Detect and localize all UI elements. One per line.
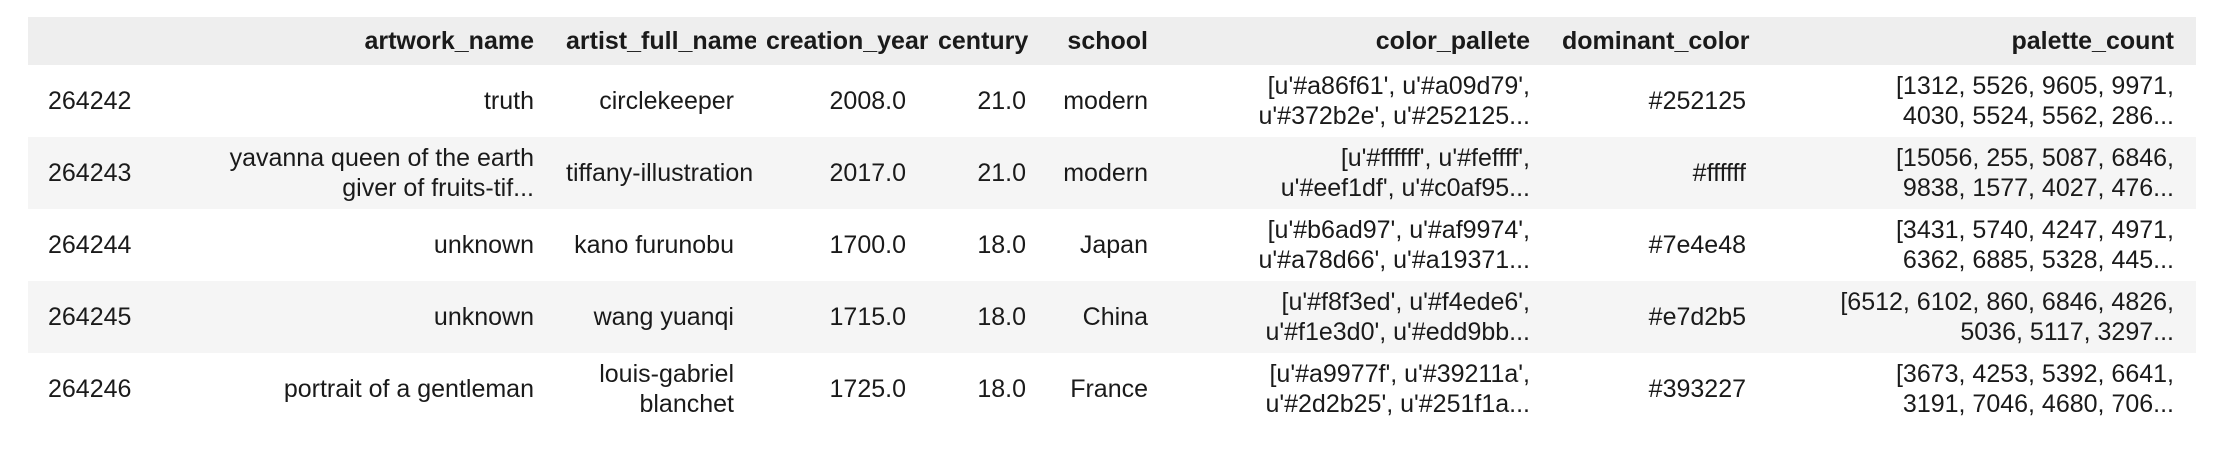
table-row: 264245 unknown wang yuanqi 1715.0 18.0 C…: [28, 281, 2196, 353]
table-row: 264243 yavanna queen of the earth giver o…: [28, 137, 2196, 209]
header-row: artwork_name artist_full_name creation_y…: [28, 17, 2196, 65]
cell-color-pallete: [u'#f8f3ed', u'#f4ede6', u'#f1e3d0', u'#e…: [1265, 288, 1530, 346]
column-header-color-pallete: color_pallete: [1375, 26, 1530, 55]
cell-artist-full-name: tiffany-illustration: [566, 159, 754, 187]
cell-artist-full-name: kano furunobu: [574, 231, 734, 259]
row-index: 264245: [48, 303, 132, 331]
cell-palette-count: [6512, 6102, 860, 6846, 4826, 5036, 5117,…: [1840, 288, 2174, 346]
cell-color-pallete: [u'#b6ad97', u'#af9974', u'#a78d66', u'#a…: [1258, 216, 1530, 274]
table-row: 264242 truth circlekeeper 2008.0 21.0 mo…: [28, 65, 2196, 137]
cell-color-pallete: [u'#a9977f', u'#39211a', u'#2d2b25', u'#2…: [1265, 360, 1530, 418]
cell-creation-year: 1725.0: [829, 375, 906, 403]
column-header-dominant-color: dominant_color: [1562, 26, 1750, 55]
cell-palette-count: [1312, 5526, 9605, 9971, 4030, 5524, 5562…: [1895, 72, 2174, 130]
cell-artist-full-name: wang yuanqi: [593, 303, 734, 331]
column-header-creation-year: creation_year: [766, 26, 928, 55]
cell-artist-full-name: circlekeeper: [599, 87, 734, 115]
cell-dominant-color: #252125: [1648, 87, 1746, 115]
row-index: 264242: [48, 87, 132, 115]
cell-century: 18.0: [977, 375, 1026, 403]
cell-palette-count: [3431, 5740, 4247, 4971, 6362, 6885, 5328…: [1895, 216, 2174, 274]
row-index: 264246: [48, 375, 132, 403]
row-index: 264244: [48, 231, 132, 259]
cell-dominant-color: #e7d2b5: [1648, 303, 1746, 331]
column-header-artwork-name: artwork_name: [364, 26, 534, 55]
cell-century: 21.0: [977, 159, 1026, 187]
table-row: 264246 portrait of a gentleman louis-gab…: [28, 353, 2196, 425]
cell-creation-year: 2008.0: [829, 87, 906, 115]
row-index: 264243: [48, 159, 132, 187]
cell-palette-count: [3673, 4253, 5392, 6641, 3191, 7046, 4680…: [1895, 360, 2174, 418]
cell-artwork-name: truth: [483, 87, 534, 115]
column-header-school: school: [1067, 26, 1148, 55]
cell-century: 18.0: [977, 231, 1026, 259]
cell-artwork-name: yavanna queen of the earth giver of fruit…: [229, 144, 534, 202]
cell-school: Japan: [1079, 231, 1148, 259]
column-header-index: [28, 17, 168, 65]
column-header-century: century: [938, 26, 1029, 55]
cell-creation-year: 2017.0: [829, 159, 906, 187]
dataframe-output: artwork_name artist_full_name creation_y…: [28, 17, 2196, 425]
cell-school: modern: [1063, 87, 1148, 115]
cell-color-pallete: [u'#ffffff', u'#feffff', u'#eef1df', u'#c…: [1280, 144, 1530, 202]
cell-creation-year: 1700.0: [829, 231, 906, 259]
cell-school: China: [1082, 303, 1148, 331]
cell-school: modern: [1063, 159, 1148, 187]
cell-dominant-color: #ffffff: [1692, 159, 1746, 187]
cell-artwork-name: portrait of a gentleman: [283, 375, 534, 403]
cell-artist-full-name: louis-gabriel blanchet: [599, 360, 734, 418]
cell-palette-count: [15056, 255, 5087, 6846, 9838, 1577, 4027…: [1895, 144, 2174, 202]
cell-artwork-name: unknown: [433, 231, 534, 259]
dataframe-table: artwork_name artist_full_name creation_y…: [28, 17, 2196, 425]
cell-century: 18.0: [977, 303, 1026, 331]
cell-century: 21.0: [977, 87, 1026, 115]
cell-color-pallete: [u'#a86f61', u'#a09d79', u'#372b2e', u'#2…: [1258, 72, 1530, 130]
cell-dominant-color: #393227: [1648, 375, 1746, 403]
column-header-palette-count: palette_count: [2011, 26, 2174, 55]
column-header-artist-full-name: artist_full_name: [566, 26, 756, 55]
cell-artwork-name: unknown: [433, 303, 534, 331]
table-row: 264244 unknown kano furunobu 1700.0 18.0…: [28, 209, 2196, 281]
cell-dominant-color: #7e4e48: [1648, 231, 1746, 259]
cell-creation-year: 1715.0: [829, 303, 906, 331]
cell-school: France: [1070, 375, 1148, 403]
